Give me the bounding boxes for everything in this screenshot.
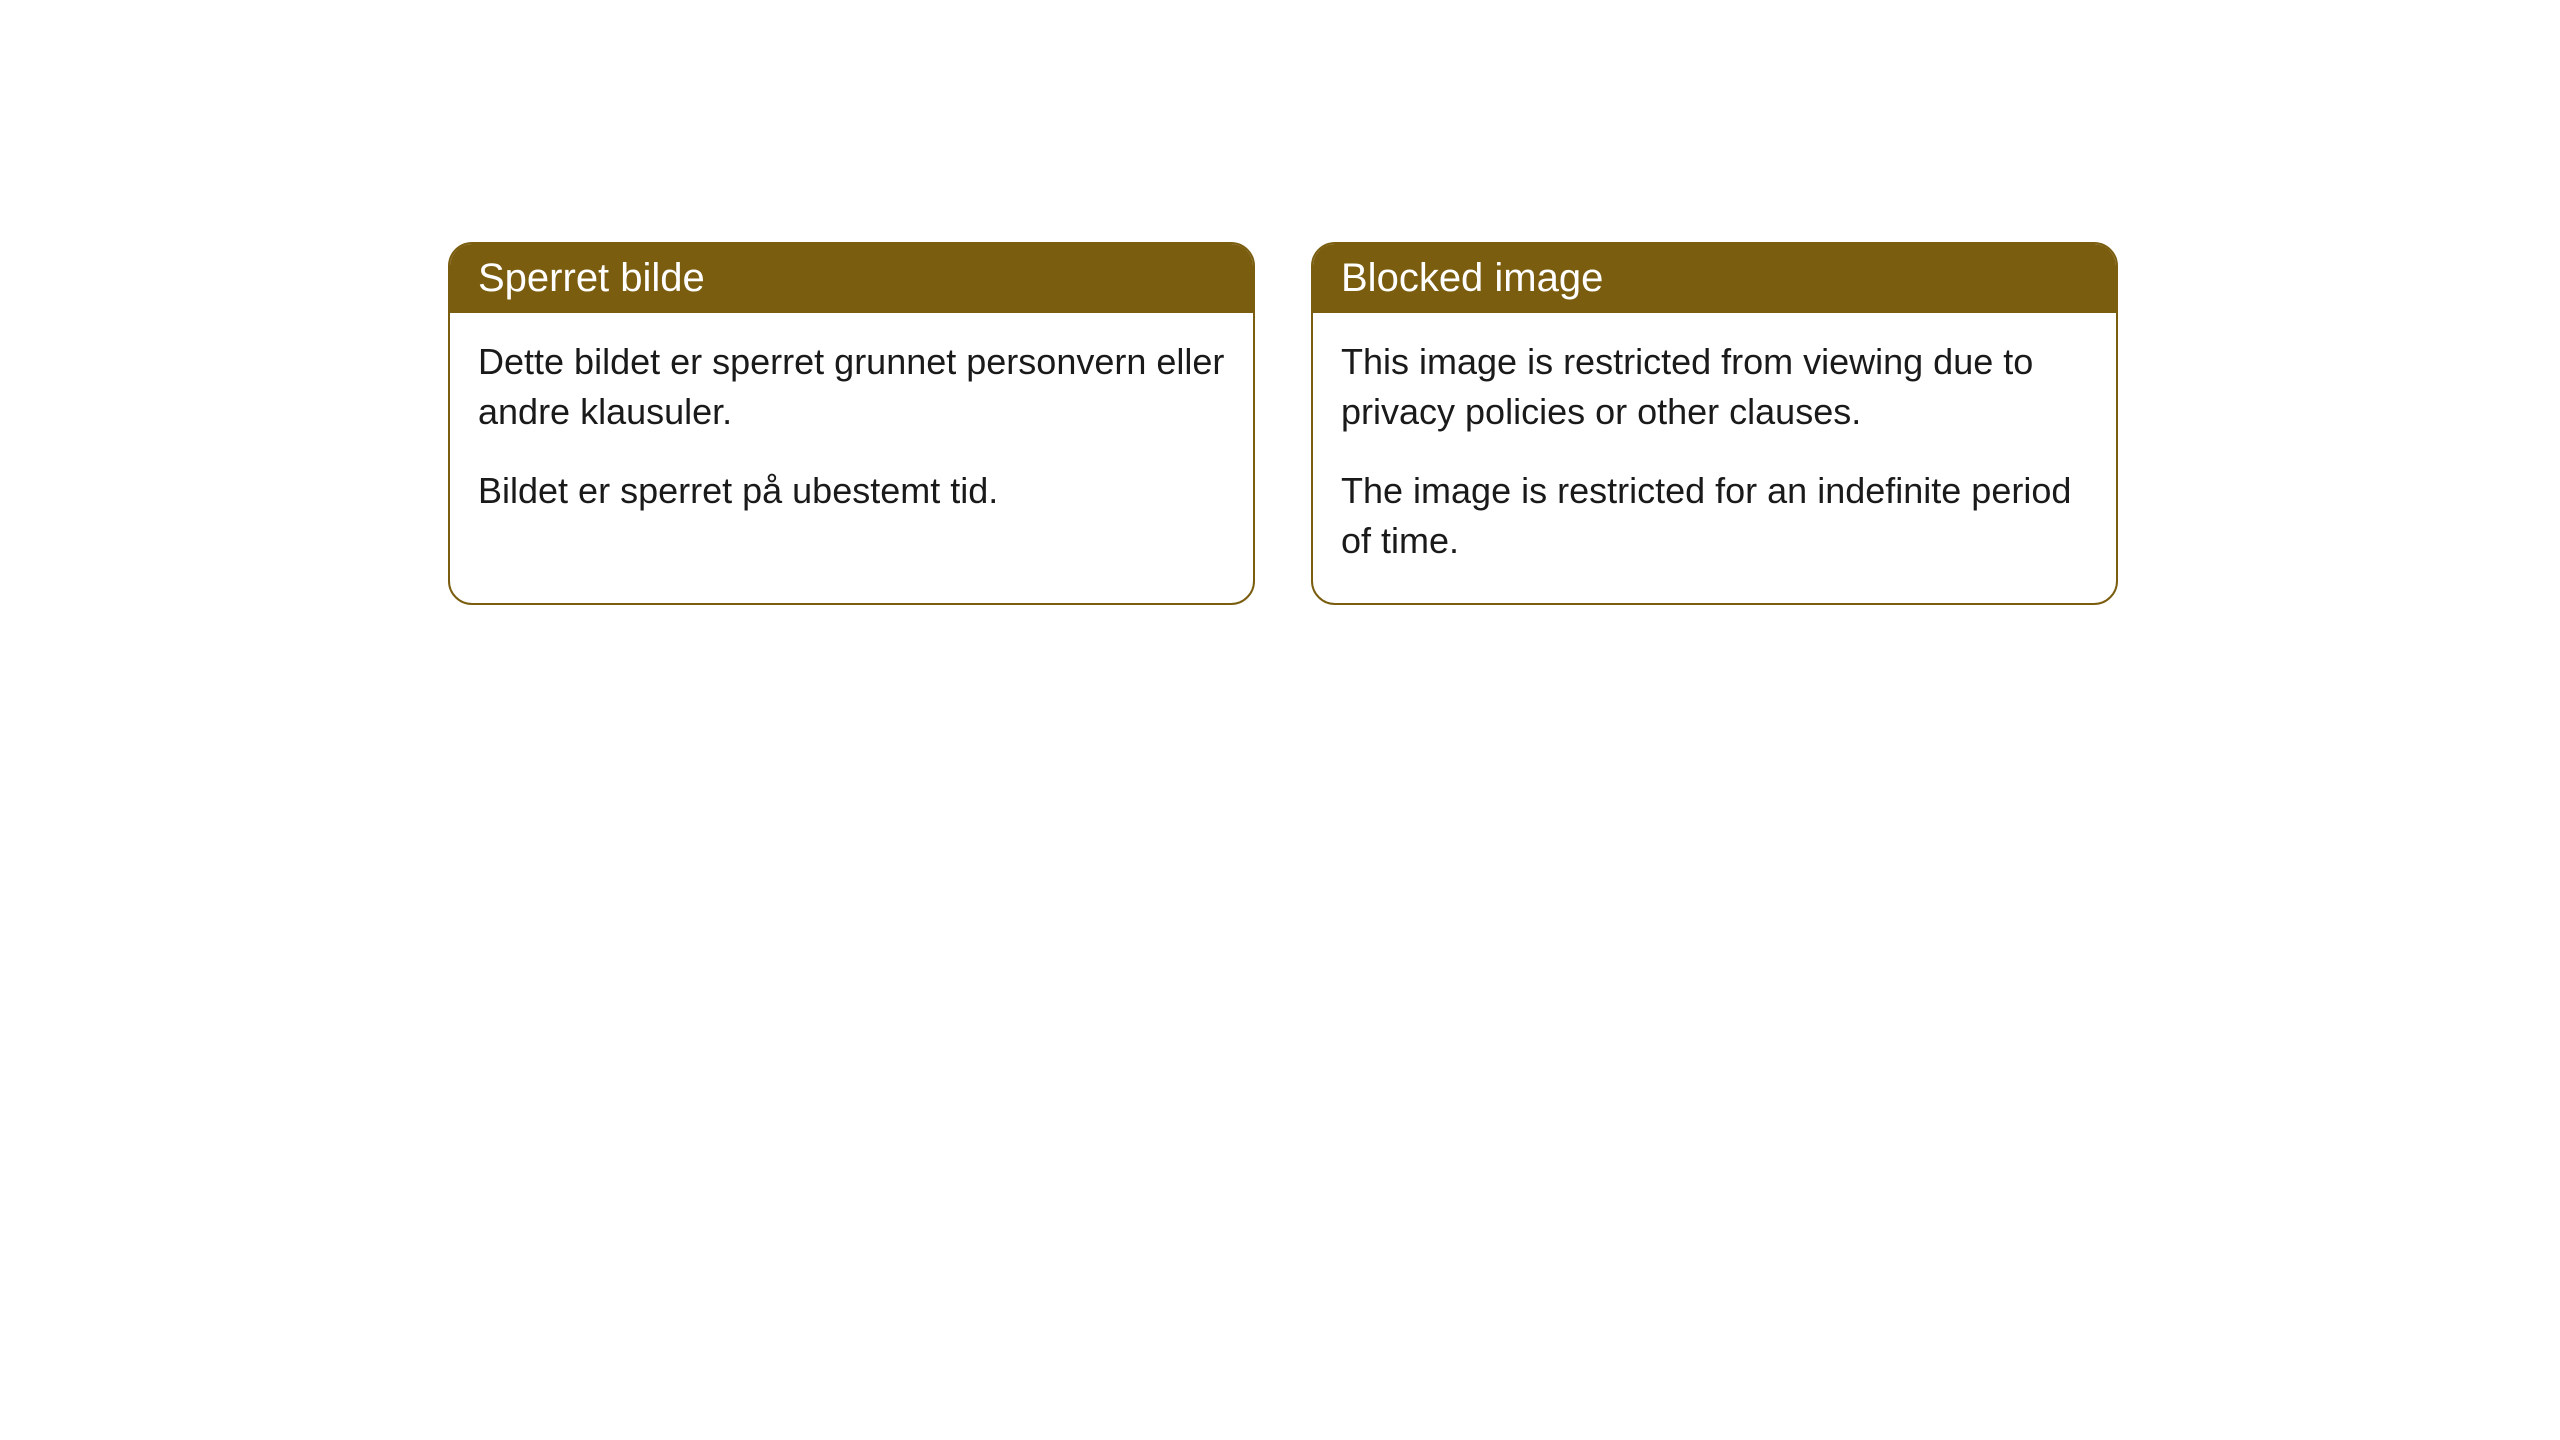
- card-header-english: Blocked image: [1313, 244, 2116, 313]
- card-text-line: This image is restricted from viewing du…: [1341, 337, 2088, 438]
- cards-container: Sperret bilde Dette bildet er sperret gr…: [448, 242, 2118, 605]
- card-text-line: Dette bildet er sperret grunnet personve…: [478, 337, 1225, 438]
- card-header-norwegian: Sperret bilde: [450, 244, 1253, 313]
- card-text-line: Bildet er sperret på ubestemt tid.: [478, 466, 1225, 516]
- card-body-english: This image is restricted from viewing du…: [1313, 313, 2116, 603]
- card-english: Blocked image This image is restricted f…: [1311, 242, 2118, 605]
- card-text-line: The image is restricted for an indefinit…: [1341, 466, 2088, 567]
- card-norwegian: Sperret bilde Dette bildet er sperret gr…: [448, 242, 1255, 605]
- card-body-norwegian: Dette bildet er sperret grunnet personve…: [450, 313, 1253, 552]
